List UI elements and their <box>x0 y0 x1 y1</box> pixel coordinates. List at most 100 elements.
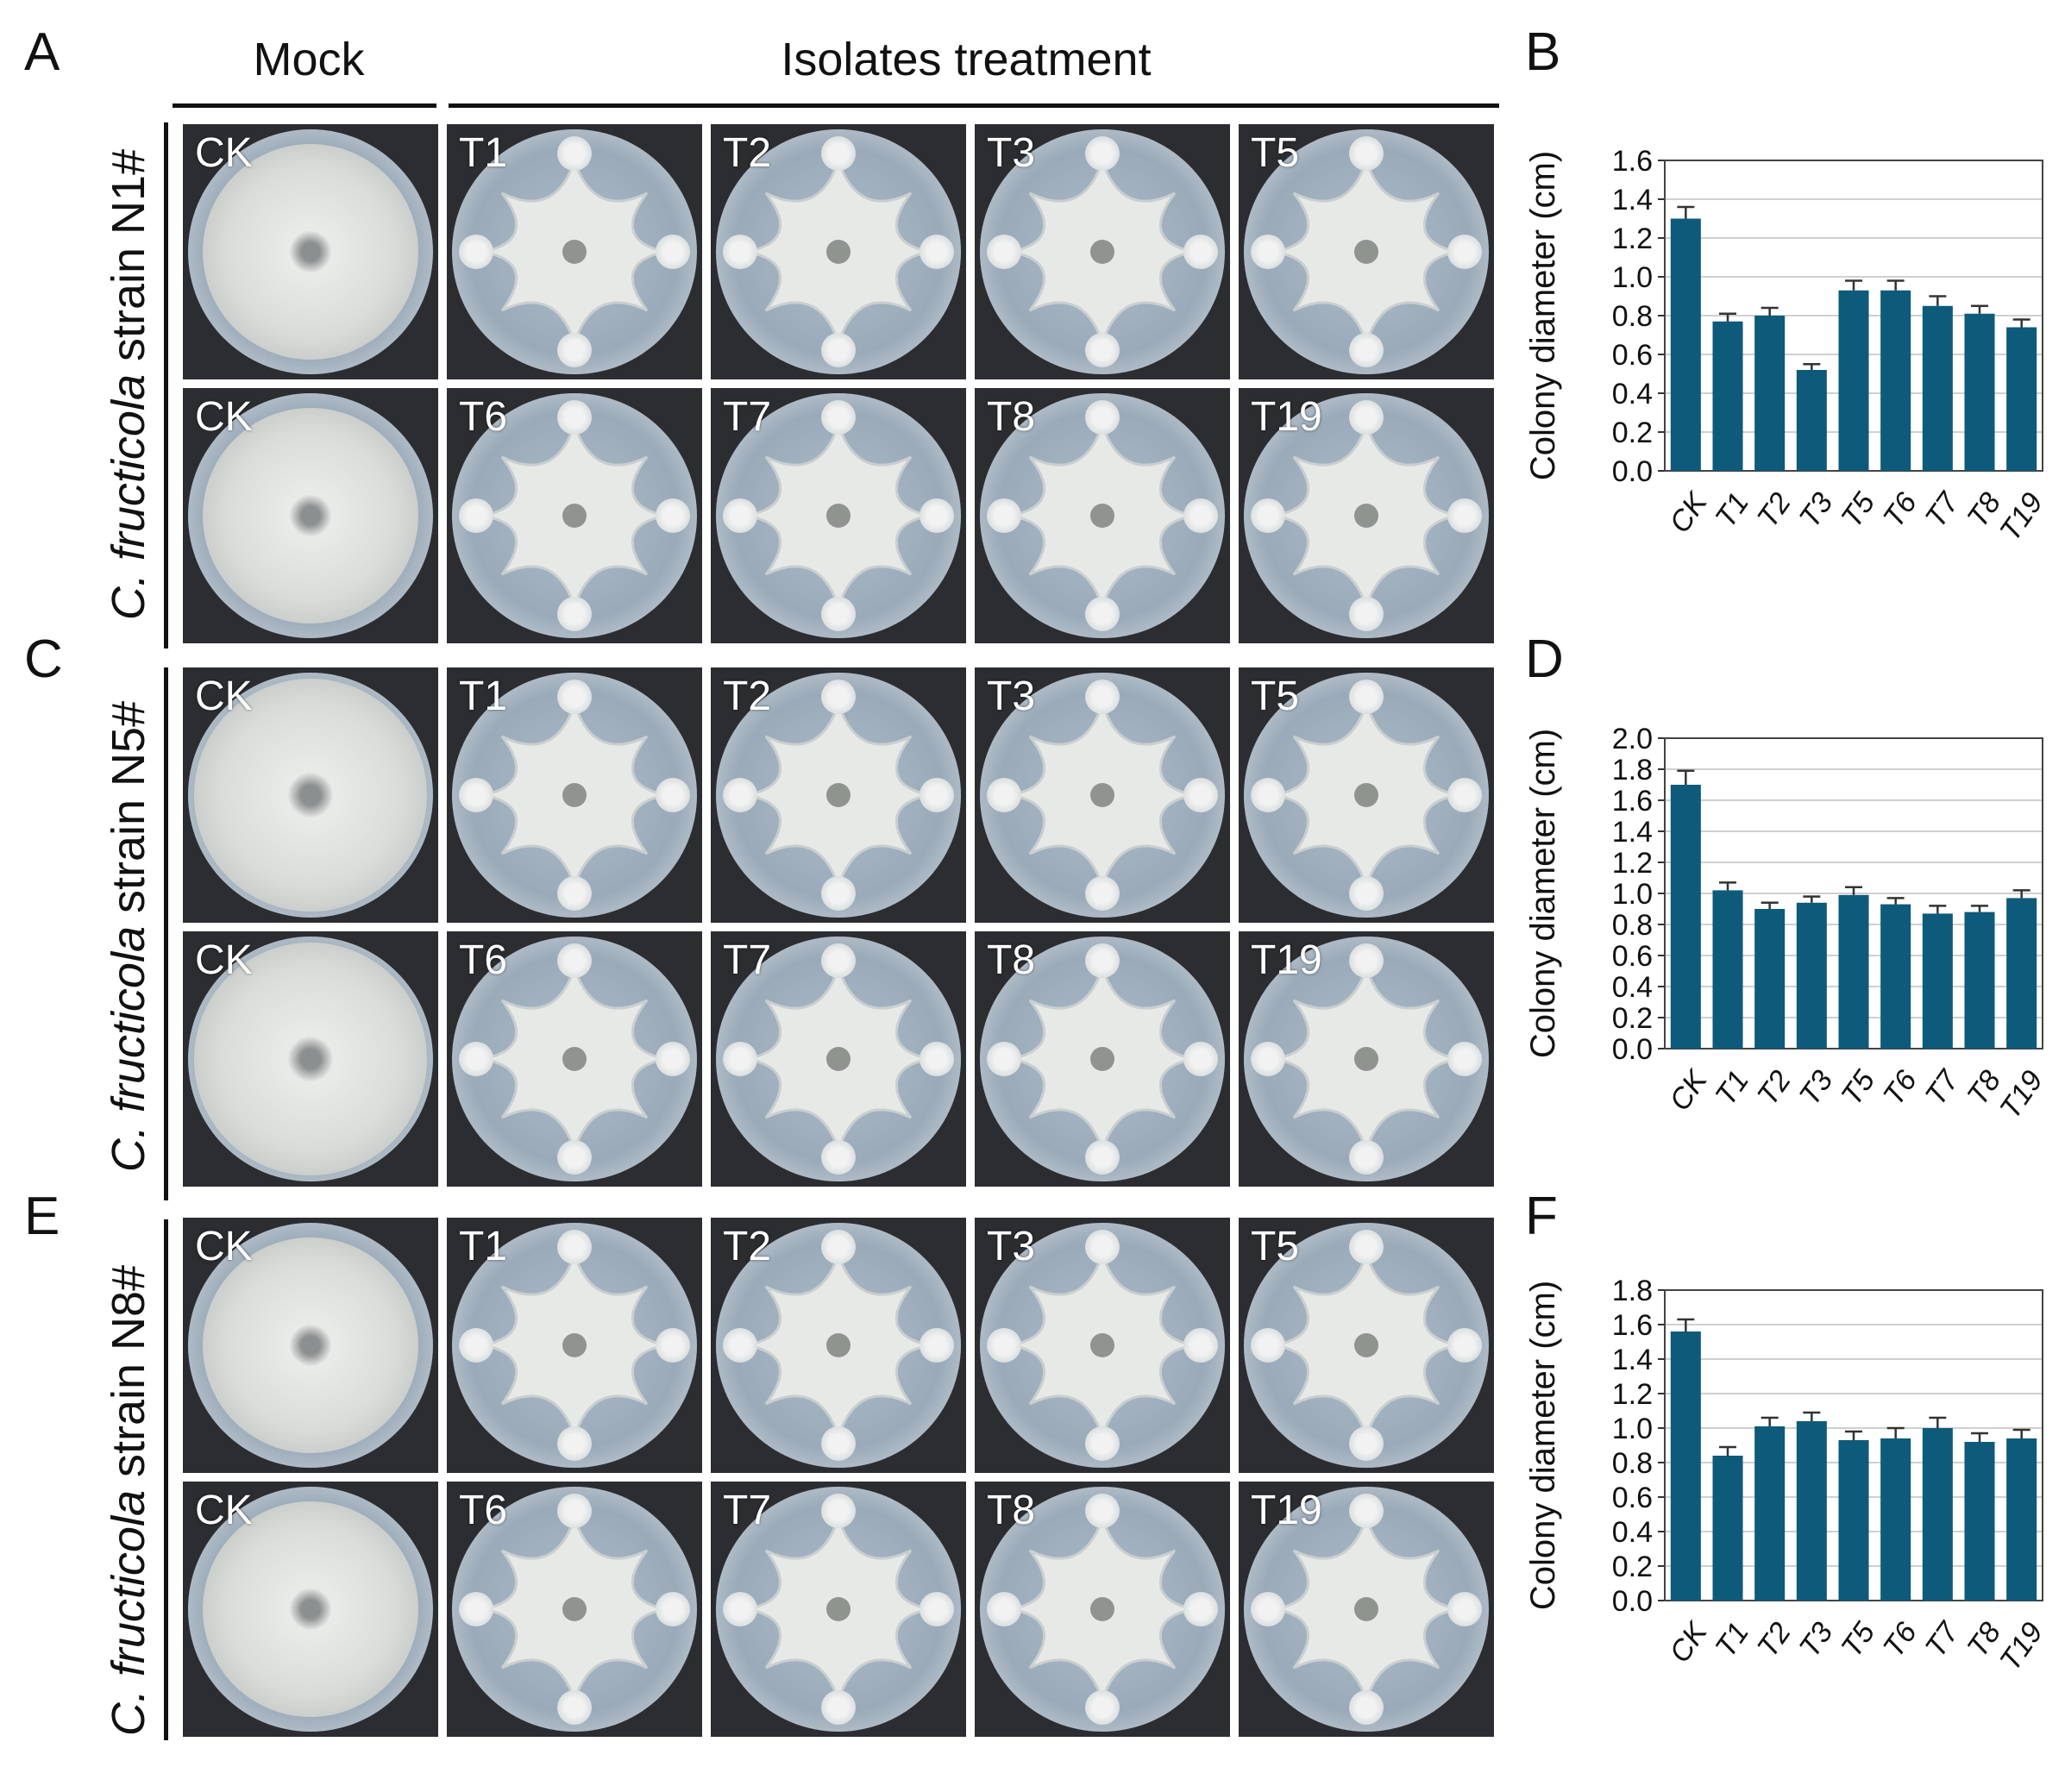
y-axis-title: Colony diameter (cm) <box>1524 729 1562 1058</box>
isolate-plug <box>656 498 690 533</box>
y-tick-label: 0.0 <box>1612 1585 1653 1618</box>
x-tick-label: T3 <box>1793 1616 1840 1663</box>
isolate-plug <box>1183 778 1218 812</box>
isolate-plug <box>920 498 954 533</box>
plate-photo-e-t19: T19 <box>1239 1482 1494 1737</box>
isolate-plug <box>987 1042 1021 1076</box>
isolate-plug <box>920 778 954 812</box>
isolate-plug <box>723 235 757 269</box>
x-tick-label: T7 <box>1919 1616 1967 1664</box>
isolate-plug <box>1349 400 1384 435</box>
x-tick-label: T19 <box>1993 1064 2049 1125</box>
x-tick-label: T5 <box>1835 486 1881 533</box>
isolate-plug <box>557 333 592 367</box>
plate-photo-a-ck: CK <box>183 388 438 643</box>
bar-t6 <box>1880 290 1911 471</box>
fungal-colony <box>203 408 418 623</box>
plate-label: T2 <box>723 130 772 176</box>
strain-bracket-n8 <box>164 1219 168 1740</box>
isolate-plug <box>1447 235 1482 269</box>
fungal-colony <box>203 144 418 360</box>
isolate-plug <box>821 1690 856 1725</box>
bar-t8 <box>1964 1442 1995 1601</box>
isolate-plug <box>557 400 592 435</box>
plate-photo-e-ck: CK <box>183 1218 438 1473</box>
isolate-plug <box>1085 1230 1120 1264</box>
panel-letter-c: C <box>24 630 63 689</box>
isolate-plug <box>987 1328 1021 1363</box>
isolate-plug <box>557 1426 592 1461</box>
plate-photo-c-t19: T19 <box>1239 931 1494 1187</box>
isolate-plug <box>987 778 1021 812</box>
isolate-plug <box>1085 400 1120 435</box>
plate-photo-c-t8: T8 <box>975 931 1230 1187</box>
isolate-plug <box>557 1690 592 1725</box>
bar-t3 <box>1796 1421 1827 1601</box>
isolate-plug <box>1349 876 1384 911</box>
isolate-plug <box>1183 498 1218 533</box>
fungal-colony <box>203 1237 418 1453</box>
bar-t5 <box>1838 290 1869 471</box>
isolate-plug <box>1447 498 1482 533</box>
strain-label-n8: C. fructicola strain N8# <box>103 1233 154 1768</box>
y-tick-label: 0.6 <box>1612 339 1653 372</box>
bar-t7 <box>1922 305 1953 471</box>
x-tick-label: T5 <box>1835 1616 1881 1663</box>
x-tick-label: T1 <box>1709 1065 1755 1112</box>
isolate-plug <box>821 136 856 171</box>
isolate-plug <box>723 1592 757 1626</box>
isolate-plug <box>1447 1592 1482 1626</box>
treatment-header: Isolates treatment <box>781 34 1152 85</box>
bar-t8 <box>1964 313 1995 471</box>
isolate-plug <box>459 235 493 269</box>
bar-ck <box>1670 1331 1701 1601</box>
isolate-plug <box>1085 333 1120 367</box>
bar-t2 <box>1754 316 1786 471</box>
y-axis-title: Colony diameter (cm) <box>1524 1281 1562 1610</box>
plate-label: T3 <box>987 674 1036 719</box>
y-tick-label: 1.0 <box>1612 878 1653 911</box>
plate-photo-a-t5: T5 <box>1239 124 1494 379</box>
plate-photo-e-ck: CK <box>183 1482 438 1737</box>
y-tick-label: 0.6 <box>1612 940 1653 973</box>
plate-label: T5 <box>1251 674 1300 719</box>
x-tick-label: T5 <box>1835 1064 1881 1111</box>
inhibited-colony <box>482 963 667 1155</box>
isolate-plug <box>821 1426 856 1461</box>
plate-label: T19 <box>1251 394 1322 440</box>
isolate-plug <box>557 136 592 171</box>
isolate-plug <box>1183 1328 1218 1363</box>
y-tick-label: 1.2 <box>1612 847 1653 880</box>
inhibited-colony <box>482 420 667 611</box>
plate-label: T8 <box>987 1488 1036 1533</box>
y-tick-label: 1.4 <box>1612 184 1653 216</box>
x-tick-label: CK <box>1663 1615 1714 1669</box>
x-tick-label: CK <box>1663 486 1714 539</box>
isolate-plug <box>723 1328 757 1363</box>
panel-letter-f: F <box>1525 1187 1558 1246</box>
isolate-plug <box>987 235 1021 269</box>
x-tick-label: CK <box>1663 1063 1714 1117</box>
isolate-plug <box>557 1494 592 1528</box>
bar-t1 <box>1712 1456 1743 1601</box>
isolate-plug <box>1183 1592 1218 1626</box>
x-tick-label: T6 <box>1877 1616 1924 1663</box>
plate-photo-e-t3: T3 <box>975 1218 1230 1473</box>
bar-t5 <box>1838 1440 1869 1601</box>
plate-label: T5 <box>1251 130 1300 176</box>
plate-photo-a-t3: T3 <box>975 124 1230 379</box>
y-tick-label: 1.8 <box>1612 1275 1653 1307</box>
isolate-plug <box>1085 876 1120 911</box>
bar-t6 <box>1880 1438 1911 1601</box>
bar-t3 <box>1796 902 1827 1049</box>
plate-photo-c-t3: T3 <box>975 667 1230 923</box>
bar-t1 <box>1712 321 1743 471</box>
isolate-plug <box>1447 1042 1482 1076</box>
isolate-plug <box>987 1592 1021 1626</box>
panel-letter-b: B <box>1525 22 1561 82</box>
y-tick-label: 1.4 <box>1612 1344 1653 1376</box>
isolate-plug <box>1349 1140 1384 1175</box>
y-tick-label: 0.4 <box>1612 378 1653 410</box>
isolate-plug <box>1349 1690 1384 1725</box>
isolate-plug <box>557 1230 592 1264</box>
